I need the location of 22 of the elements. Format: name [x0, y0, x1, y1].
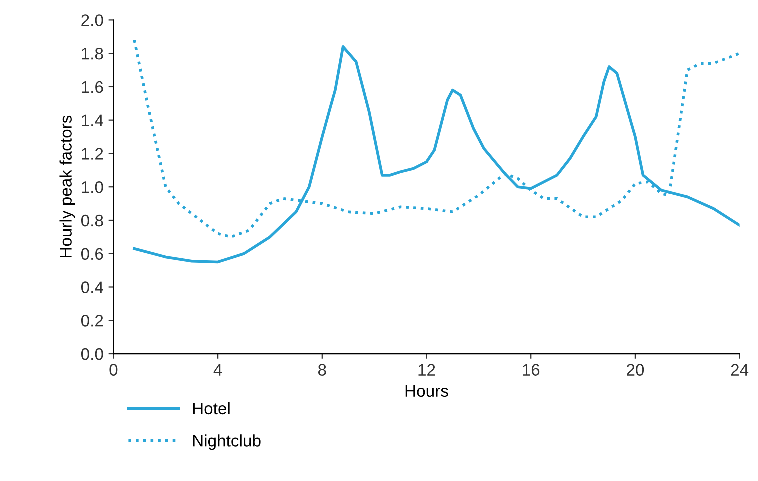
y-tick-label: 2.0: [82, 14, 104, 26]
x-tick-label: 8: [318, 364, 326, 376]
y-tick-label: 0.6: [81, 248, 104, 260]
x-tick-label: 16: [523, 364, 540, 376]
y-tick-label: 0.2: [81, 315, 104, 327]
x-tick-label: 4: [214, 364, 222, 376]
y-axis-title: Hourly peak factors: [60, 116, 76, 258]
y-tick-label: 1.8: [82, 48, 104, 60]
y-tick-label: 0.4: [81, 282, 104, 294]
x-tick-label: 0: [110, 364, 118, 376]
y-tick-label: 1.2: [82, 148, 104, 160]
x-tick-label: 24: [731, 364, 749, 376]
y-tick-label: 0.0: [81, 348, 104, 360]
x-tick-label: 20: [627, 364, 644, 376]
y-tick-label: 1.6: [82, 81, 104, 94]
legend-label: Hotel: [193, 402, 230, 415]
x-tick-label: 12: [418, 364, 436, 376]
legend-label: Nightclub: [193, 434, 261, 450]
y-tick-label: 0.8: [81, 214, 104, 227]
y-tick-label: 1.4: [82, 114, 104, 126]
y-tick-label: 1.0: [82, 182, 104, 194]
x-axis-title: Hours: [406, 385, 448, 398]
